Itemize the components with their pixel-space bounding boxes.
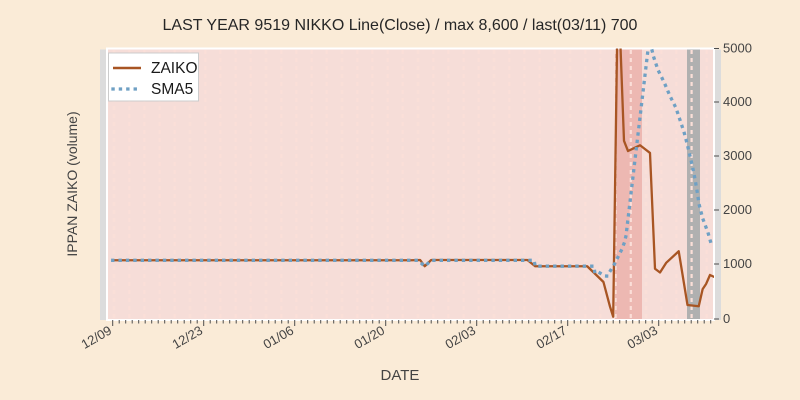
svg-text:01/06: 01/06 — [261, 323, 297, 352]
svg-text:02/17: 02/17 — [534, 323, 570, 352]
svg-text:1000: 1000 — [723, 256, 752, 271]
svg-text:03/03: 03/03 — [625, 323, 661, 352]
svg-text:01/20: 01/20 — [352, 323, 388, 352]
svg-text:ZAIKO: ZAIKO — [151, 60, 198, 77]
svg-text:2000: 2000 — [723, 202, 752, 217]
svg-text:12/09: 12/09 — [79, 323, 115, 352]
svg-text:5000: 5000 — [723, 41, 752, 56]
svg-text:02/03: 02/03 — [443, 323, 479, 352]
svg-text:4000: 4000 — [723, 94, 752, 109]
svg-text:3000: 3000 — [723, 148, 752, 163]
svg-text:SMA5: SMA5 — [151, 81, 193, 98]
svg-text:12/23: 12/23 — [170, 323, 206, 352]
svg-text:0: 0 — [723, 311, 730, 326]
